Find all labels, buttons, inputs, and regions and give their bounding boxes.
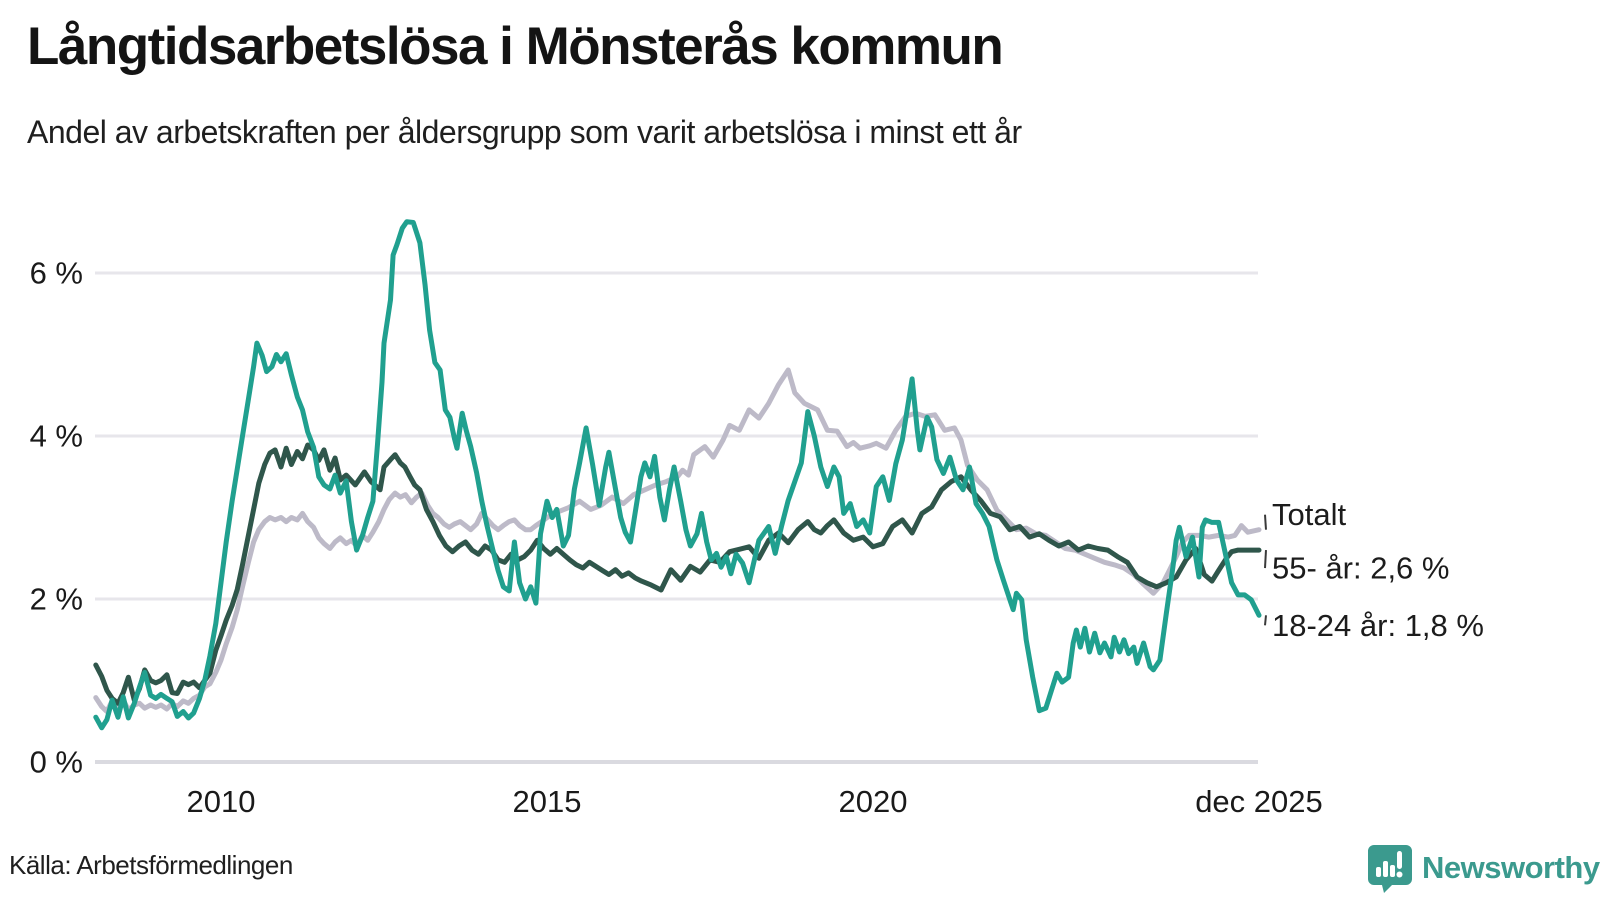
y-axis-tick-label: 4 %: [30, 419, 83, 454]
brand-name: Newsworthy: [1422, 850, 1600, 885]
end-label-connector: [1264, 514, 1267, 530]
y-axis-tick-label: 6 %: [30, 256, 83, 291]
series-line-18-24 år: [93, 219, 1262, 731]
y-axis-tick-label: 2 %: [30, 582, 83, 617]
x-axis-tick-label: dec 2025: [1195, 784, 1323, 819]
series-end-label-18-24 år: 18-24 år: 1,8 %: [1272, 608, 1484, 643]
series-end-label-Totalt: Totalt: [1272, 497, 1346, 532]
series-line-Totalt: [93, 367, 1262, 714]
x-axis-tick-label: 2010: [187, 784, 256, 819]
x-axis-tick-label: 2020: [839, 784, 908, 819]
series-line-55- år: [93, 442, 1262, 706]
source-note: Källa: Arbetsförmedlingen: [9, 850, 293, 880]
x-axis-tick-label: 2015: [513, 784, 582, 819]
series-end-label-55- år: 55- år: 2,6 %: [1272, 551, 1449, 586]
page-title: Långtidsarbetslösa i Mönsterås kommun: [27, 17, 1004, 76]
brand-logo: Newsworthy: [1366, 843, 1600, 893]
end-label-connector: [1264, 550, 1267, 569]
newsworthy-speech-bubble-barchart-icon: [1368, 845, 1412, 893]
page-subtitle: Andel av arbetskraften per åldersgrupp s…: [27, 114, 1022, 150]
end-label-connector: [1264, 615, 1267, 626]
y-axis-tick-label: 0 %: [30, 745, 83, 780]
